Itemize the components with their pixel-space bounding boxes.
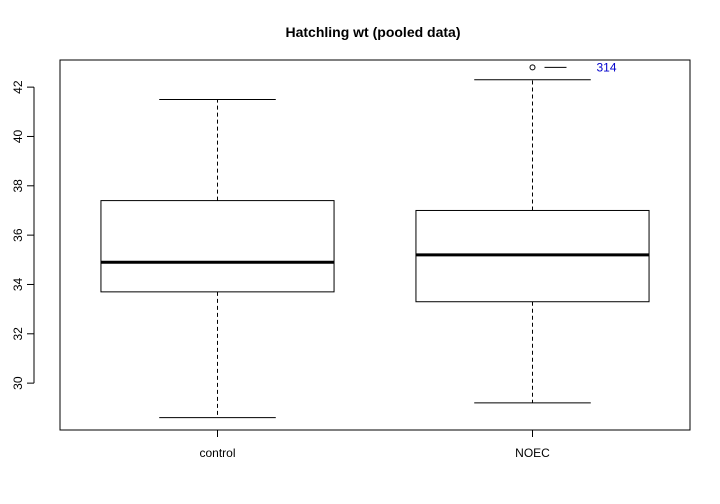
y-tick-label: 36 (11, 228, 25, 242)
outlier-point-noec (529, 64, 536, 71)
y-tick-label: 32 (11, 327, 25, 341)
x-tick-label-noec: NOEC (515, 446, 550, 460)
box-control (100, 98, 335, 419)
box-body-control (100, 200, 335, 293)
x-tick-label-control: control (199, 446, 235, 460)
chart-title: Hatchling wt (pooled data) (286, 24, 461, 40)
plot-frame (59, 59, 691, 431)
outlier-id-label: 314 (597, 60, 617, 74)
x-axis: control NOEC (199, 430, 550, 460)
y-axis: 30 32 34 36 38 40 42 (11, 80, 35, 390)
box-noec (415, 64, 650, 404)
y-tick-label: 38 (11, 179, 25, 193)
annotations: 314 (544, 60, 617, 74)
y-tick-label: 42 (11, 80, 25, 94)
y-tick-label: 40 (11, 129, 25, 143)
y-tick-label: 30 (11, 376, 25, 390)
y-tick-label: 34 (11, 277, 25, 291)
boxes (100, 64, 650, 419)
